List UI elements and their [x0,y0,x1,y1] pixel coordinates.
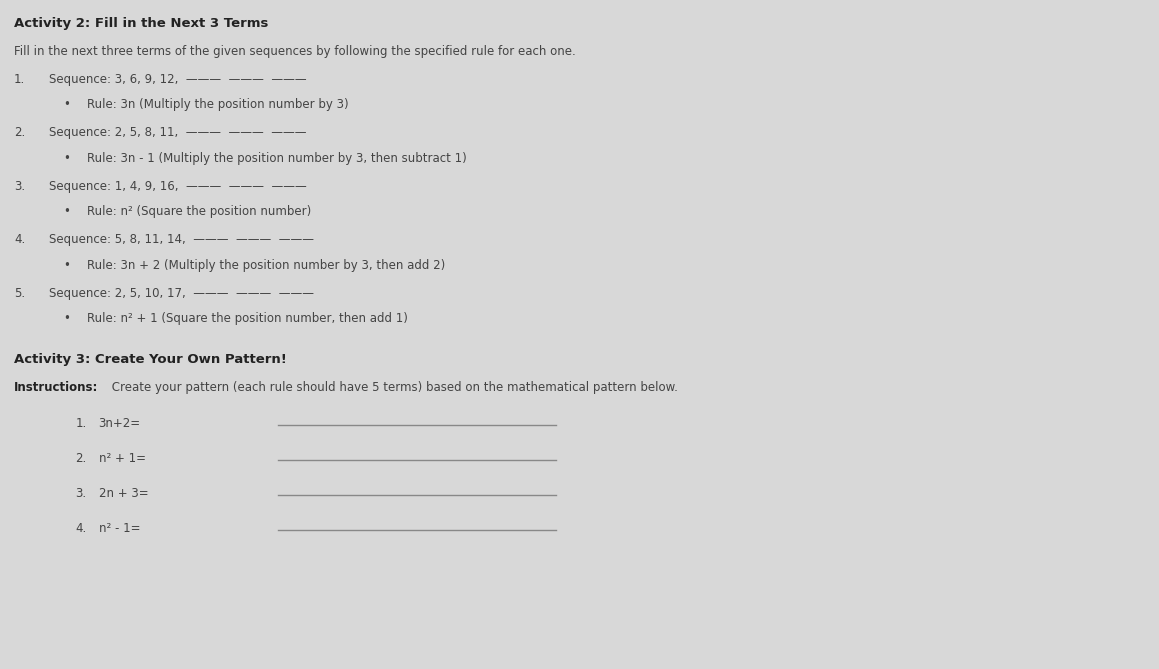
Text: 5.: 5. [14,287,25,300]
Text: 1.: 1. [14,73,25,86]
Text: Create your pattern (each rule should have 5 terms) based on the mathematical pa: Create your pattern (each rule should ha… [108,381,678,393]
Text: 1.: 1. [75,417,87,430]
Text: 4.: 4. [14,233,25,246]
Text: 3.: 3. [75,487,87,500]
Text: 2.: 2. [75,452,87,465]
Text: 2n + 3=: 2n + 3= [99,487,148,500]
Text: n² - 1=: n² - 1= [99,522,140,535]
Text: 3n+2=: 3n+2= [99,417,140,430]
Text: 3.: 3. [14,180,25,193]
Text: Rule: n² + 1 (Square the position number, then add 1): Rule: n² + 1 (Square the position number… [87,312,408,325]
Text: Activity 2: Fill in the Next 3 Terms: Activity 2: Fill in the Next 3 Terms [14,17,268,29]
Text: Sequence: 1, 4, 9, 16,  ———  ———  ———: Sequence: 1, 4, 9, 16, ——— ——— ——— [49,180,306,193]
Text: Rule: 3n + 2 (Multiply the position number by 3, then add 2): Rule: 3n + 2 (Multiply the position numb… [87,259,445,272]
Text: Sequence: 5, 8, 11, 14,  ———  ———  ———: Sequence: 5, 8, 11, 14, ——— ——— ——— [49,233,314,246]
Text: Rule: n² (Square the position number): Rule: n² (Square the position number) [87,205,311,218]
Text: 2.: 2. [14,126,25,139]
Text: •: • [64,312,71,325]
Text: Sequence: 3, 6, 9, 12,  ———  ———  ———: Sequence: 3, 6, 9, 12, ——— ——— ——— [49,73,306,86]
Text: •: • [64,152,71,165]
Text: 4.: 4. [75,522,87,535]
Text: Fill in the next three terms of the given sequences by following the specified r: Fill in the next three terms of the give… [14,45,576,58]
Text: Sequence: 2, 5, 8, 11,  ———  ———  ———: Sequence: 2, 5, 8, 11, ——— ——— ——— [49,126,306,139]
Text: Sequence: 2, 5, 10, 17,  ———  ———  ———: Sequence: 2, 5, 10, 17, ——— ——— ——— [49,287,314,300]
Text: •: • [64,98,71,111]
Text: n² + 1=: n² + 1= [99,452,146,465]
Text: •: • [64,205,71,218]
Text: Instructions:: Instructions: [14,381,99,393]
Text: •: • [64,259,71,272]
Text: Rule: 3n - 1 (Multiply the position number by 3, then subtract 1): Rule: 3n - 1 (Multiply the position numb… [87,152,467,165]
Text: Rule: 3n (Multiply the position number by 3): Rule: 3n (Multiply the position number b… [87,98,349,111]
Text: Activity 3: Create Your Own Pattern!: Activity 3: Create Your Own Pattern! [14,353,286,365]
